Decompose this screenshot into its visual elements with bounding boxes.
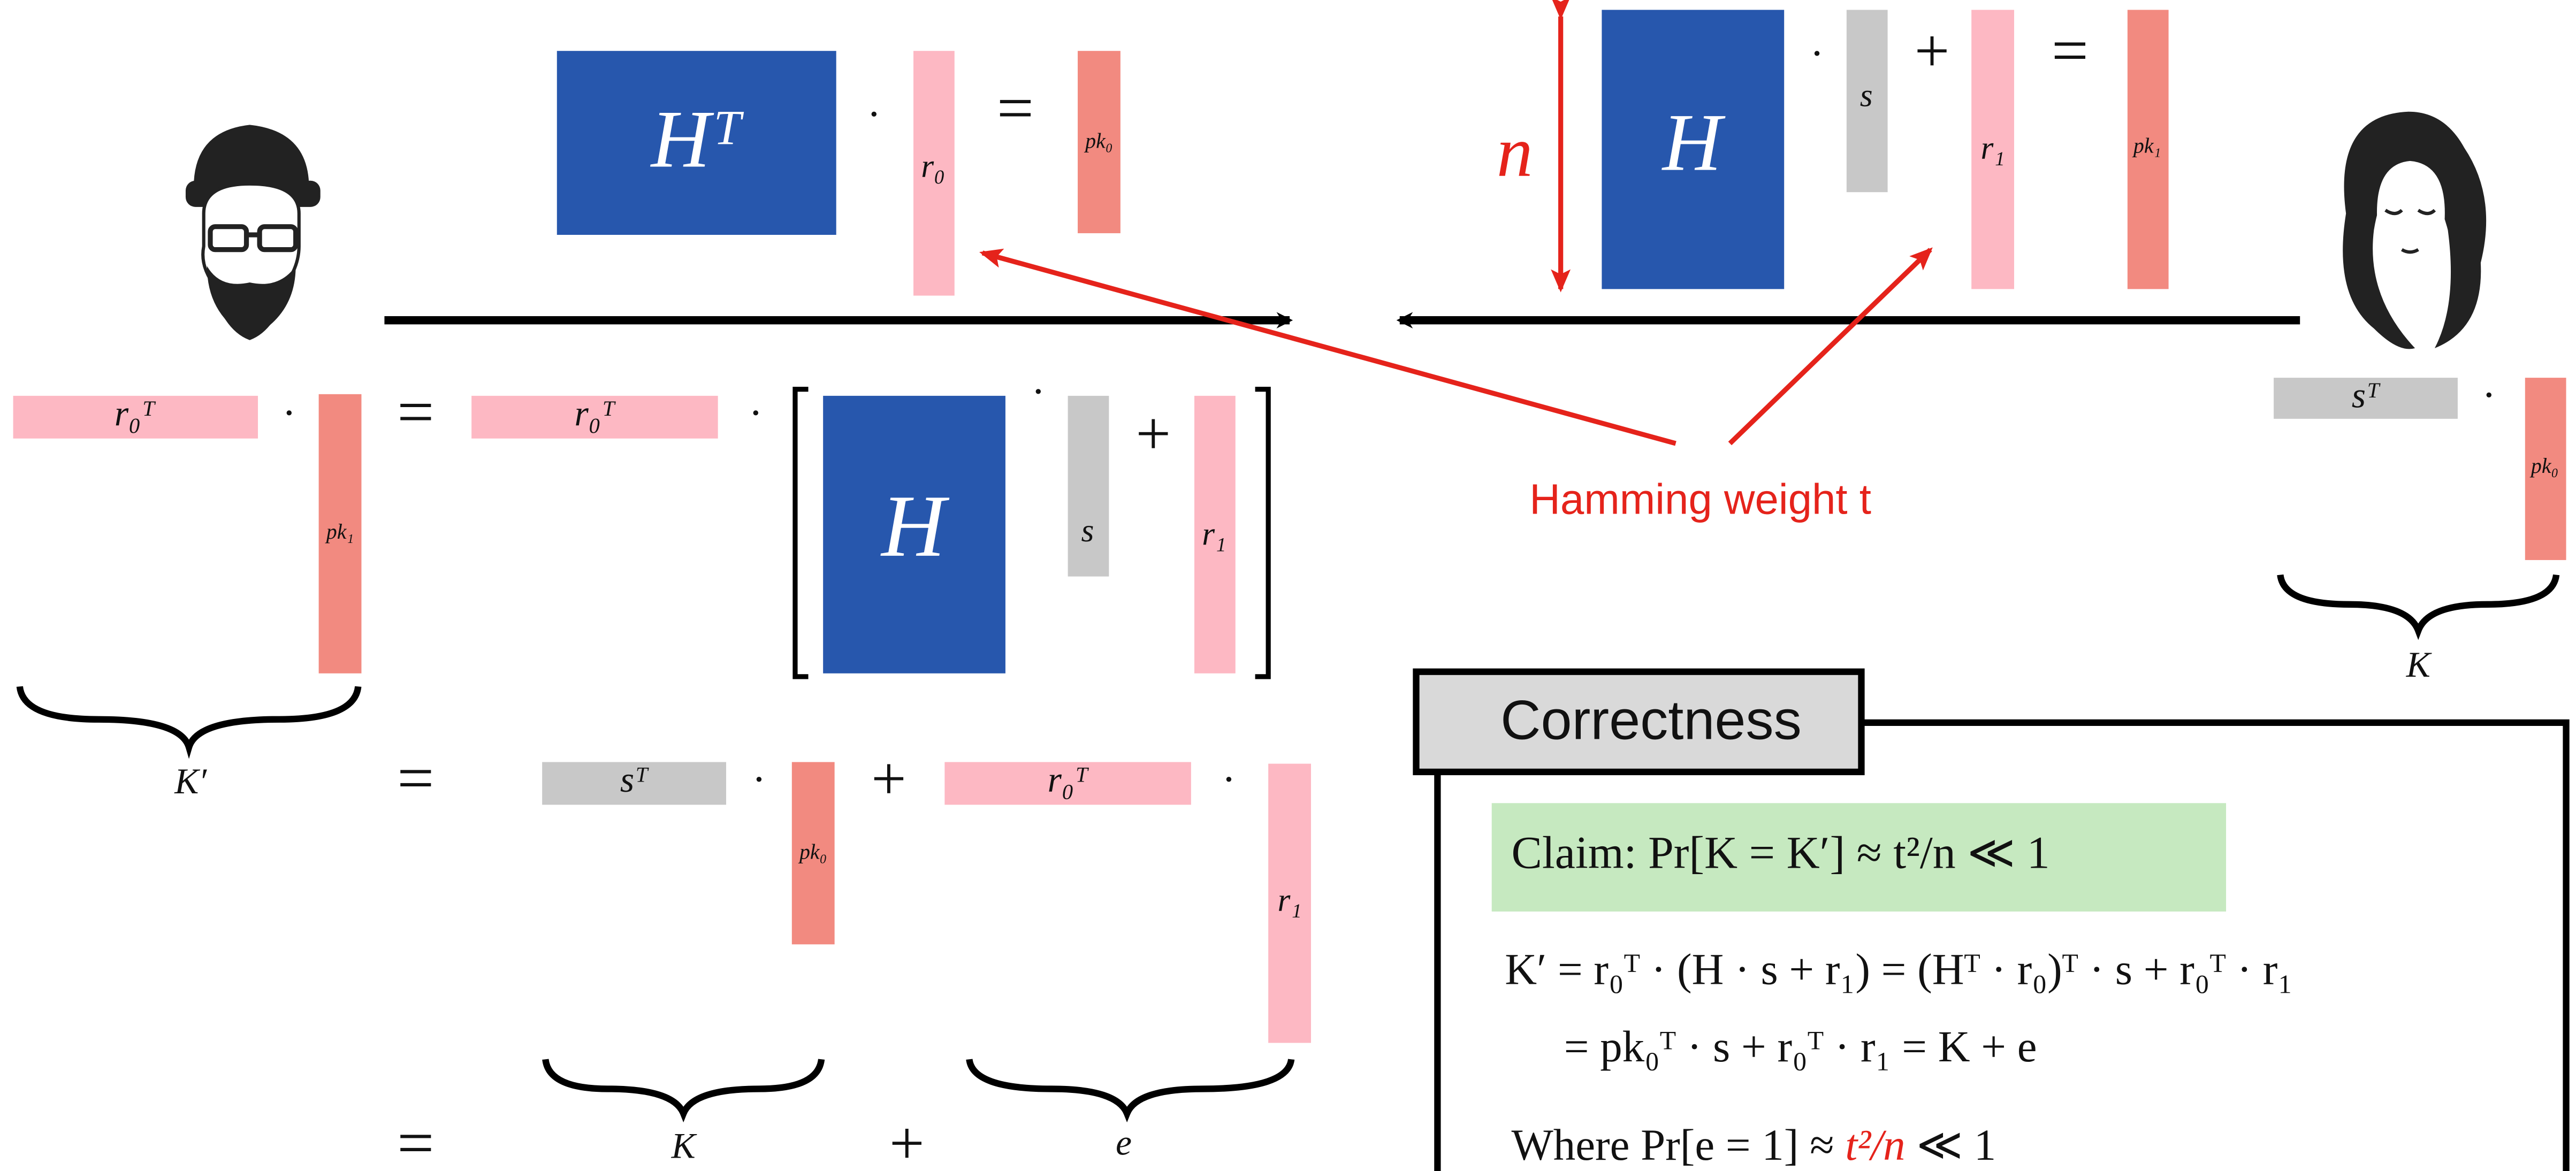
label: pk₀: [2529, 454, 2559, 478]
where-line: Where Pr[e = 1] ≈ t²/n ≪ 1: [1512, 1120, 1996, 1169]
label: +: [1135, 400, 1171, 469]
label: r₀ᵀ: [1048, 760, 1089, 800]
label: ·: [1222, 756, 1236, 803]
label: pk₀: [798, 840, 827, 864]
label: K: [2406, 645, 2432, 685]
label: s: [1081, 512, 1094, 549]
where-part: Where Pr[e = 1] ≈: [1512, 1120, 1846, 1169]
label: n: [1497, 112, 1533, 192]
label: +: [889, 1109, 925, 1171]
label: r₁: [1277, 882, 1301, 919]
label: K: [671, 1126, 697, 1166]
label: +: [871, 744, 906, 813]
shapes: [13, 10, 2566, 1171]
diagram: Hᵀ · r₀ = pk₀ n H · s + r₁ = pk₁ Hamming weight t r₀ᵀ ·…: [0, 0, 2576, 1171]
label: s: [1860, 77, 1873, 113]
label: H: [880, 477, 950, 575]
label: =: [397, 742, 434, 815]
label: Hᵀ: [650, 94, 744, 185]
label: r₀: [921, 148, 945, 184]
label: Claim: Pr[K = K′] ≈ t²/n ≪ 1: [1512, 826, 2050, 878]
label: pk₀: [1084, 128, 1113, 152]
label: =: [397, 1106, 434, 1171]
label: ·: [282, 389, 296, 437]
label: r₀ᵀ: [115, 393, 156, 433]
label: ·: [752, 756, 766, 803]
label: pk₁: [325, 519, 354, 544]
label: =: [2052, 14, 2089, 87]
label: ·: [2482, 371, 2496, 418]
label: sᵀ: [2352, 376, 2381, 416]
label: +: [1915, 17, 1950, 86]
label: Hamming weight t: [1529, 476, 1871, 523]
label: r₁: [1980, 130, 2005, 166]
label: r₀ᵀ: [574, 393, 616, 433]
label: ·: [1810, 30, 1824, 77]
label: r₁: [1202, 516, 1226, 552]
label: e: [1116, 1122, 1132, 1162]
label: ·: [749, 389, 763, 437]
label: sᵀ: [620, 760, 649, 800]
label: ·: [867, 90, 881, 137]
label: =: [397, 376, 434, 448]
label: Correctness: [1500, 690, 1802, 752]
label: K′: [174, 761, 207, 801]
label: ·: [1031, 368, 1046, 415]
label: = pk₀ᵀ · s + r₀ᵀ · r₁ = K + e: [1564, 1022, 2037, 1071]
where-part: t²/n: [1845, 1120, 1905, 1169]
label: K′ = r₀ᵀ · (H · s + r₁) = (Hᵀ · r₀)ᵀ · s…: [1505, 945, 2293, 994]
label: H: [1662, 97, 1726, 188]
label: pk₁: [2132, 133, 2161, 157]
where-part: ≪ 1: [1906, 1120, 1996, 1169]
label: =: [997, 72, 1034, 144]
